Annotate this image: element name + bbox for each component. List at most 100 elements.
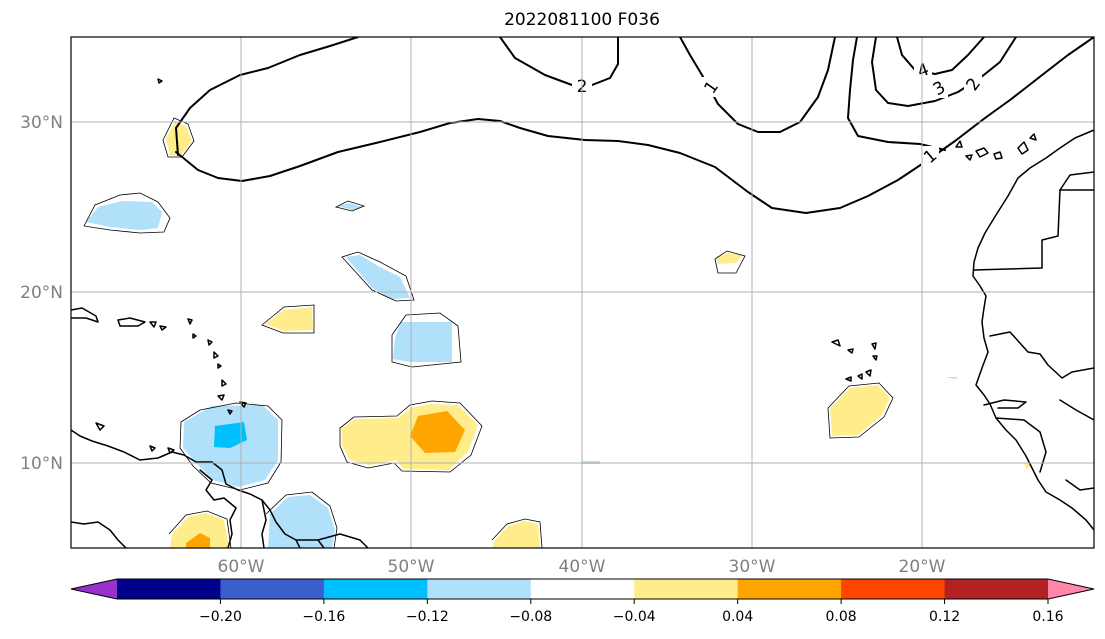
border — [295, 539, 301, 548]
colorbar-tick-label: 0.12 — [929, 609, 960, 625]
lon-label: 50°W — [388, 557, 435, 577]
border — [1059, 171, 1094, 191]
colorbar-segment — [944, 579, 1049, 599]
border — [261, 499, 267, 548]
island — [871, 342, 877, 350]
coastlines — [71, 78, 1094, 548]
border — [995, 417, 1047, 473]
graticule — [71, 37, 1094, 548]
island — [847, 348, 854, 354]
colorbar-tick-label: −0.12 — [406, 609, 449, 625]
colorbar-segment — [117, 579, 221, 599]
border — [199, 469, 237, 548]
negative-anomaly-region — [268, 495, 335, 548]
island — [221, 379, 227, 387]
colorbar-segment — [841, 579, 946, 599]
contour-line-3 — [896, 37, 985, 75]
positive-anomaly-region — [717, 253, 742, 264]
coastline-south-america — [71, 521, 127, 548]
positive-anomaly-region — [830, 385, 890, 436]
longitude-labels: 60°W 50°W 40°W 30°W 20°W — [218, 557, 946, 577]
positive-anomaly-region — [410, 411, 465, 453]
colorbar-tick-label: −0.04 — [613, 609, 656, 625]
contour-line-1 — [679, 37, 836, 133]
colorbar-extend-high — [1048, 579, 1094, 599]
island — [1017, 141, 1029, 155]
colorbar-segment — [427, 579, 532, 599]
border — [989, 331, 1094, 379]
colorbar-ticks: −0.20 −0.16 −0.12 −0.08 −0.04 0.04 0.08 0.12 0.1… — [199, 599, 1064, 625]
colorbar-frame — [70, 578, 1095, 600]
border — [973, 189, 1094, 271]
border — [1065, 479, 1094, 491]
island — [845, 376, 852, 382]
colorbar-segment — [530, 579, 635, 599]
island — [872, 355, 878, 361]
island — [187, 318, 193, 325]
positive-anomaly-region — [166, 122, 192, 155]
colorbar: −0.20 −0.16 −0.12 −0.08 −0.04 0.04 0.08 0.12 0.1… — [70, 578, 1095, 625]
colorbar-tick-label: −0.16 — [302, 609, 345, 625]
island — [95, 422, 105, 431]
contour-labels: 2 1 4 3 2 1 — [572, 60, 985, 168]
map-panel: 2 1 4 3 2 1 — [20, 36, 1095, 577]
island — [117, 317, 146, 327]
negative-anomaly-region — [214, 422, 247, 448]
island — [865, 369, 872, 377]
island — [149, 321, 157, 328]
island — [831, 339, 841, 347]
island — [227, 409, 233, 415]
latitude-labels: 30°N 20°N 10°N — [20, 113, 63, 474]
positive-anomaly-region — [170, 513, 229, 548]
lat-label: 10°N — [20, 454, 63, 474]
positive-anomaly-region — [186, 533, 210, 548]
border — [317, 539, 325, 548]
positive-anomaly-region — [492, 521, 540, 548]
map-frame — [70, 36, 1095, 549]
colorbar-tick-label: −0.20 — [199, 609, 242, 625]
island — [965, 154, 973, 161]
island — [217, 363, 222, 369]
negative-anomaly-region — [86, 201, 162, 230]
island — [857, 373, 863, 380]
colorbar-segments — [71, 579, 1094, 599]
island — [1029, 133, 1037, 141]
lon-label: 30°W — [729, 557, 776, 577]
colorbar-extend-low — [71, 579, 117, 599]
island — [975, 147, 989, 158]
colorbar-segment — [323, 579, 428, 599]
island — [149, 445, 156, 452]
negative-anomaly-region — [338, 203, 362, 210]
island — [192, 333, 197, 339]
colorbar-segment — [737, 579, 842, 599]
colorbar-tick-label: 0.08 — [826, 609, 857, 625]
lon-label: 60°W — [218, 557, 265, 577]
island — [239, 401, 247, 408]
colorbar-tick-label: 0.04 — [722, 609, 753, 625]
colorbar-tick-label: −0.08 — [509, 609, 552, 625]
negative-anomaly-region — [393, 322, 452, 362]
border — [1059, 399, 1094, 421]
negative-anomaly-region — [945, 377, 958, 379]
island — [955, 140, 963, 148]
lon-label: 40°W — [559, 557, 606, 577]
contour-line-1 — [847, 37, 946, 151]
colorbar-segment — [634, 579, 739, 599]
figure-title: 2022081100 F036 — [504, 10, 660, 30]
lat-label: 20°N — [20, 283, 63, 303]
colorbar-tick-label: 0.16 — [1032, 609, 1063, 625]
border — [983, 399, 1027, 409]
island — [217, 394, 225, 401]
island — [213, 351, 219, 359]
island — [993, 151, 1003, 160]
anomaly-shading — [86, 122, 1032, 548]
positive-anomaly-region — [265, 307, 313, 331]
contour-line-2 — [175, 37, 359, 156]
negative-anomaly-region — [346, 255, 410, 299]
coastline-caribbean — [71, 307, 99, 323]
island — [157, 78, 163, 84]
anomaly-outlines — [83, 117, 894, 548]
coastline-africa — [972, 129, 1094, 531]
coastline-south-america — [71, 429, 369, 548]
